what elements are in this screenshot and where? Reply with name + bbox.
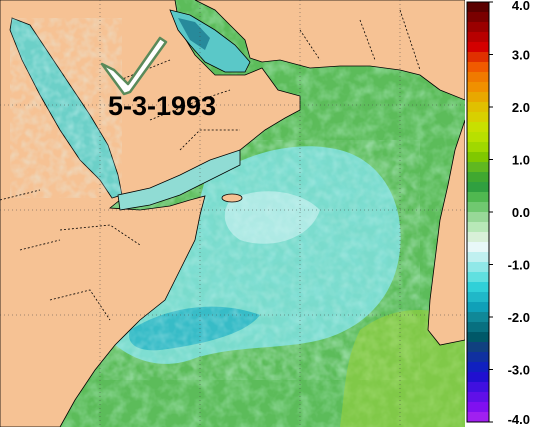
colorbar-swatch <box>467 312 489 323</box>
colorbar-swatch <box>467 302 489 313</box>
colorbar-swatch <box>467 242 489 253</box>
colorbar-swatch <box>467 362 489 373</box>
colorbar-swatch <box>467 212 489 223</box>
colorbar-tick-label: -2.0 <box>508 310 530 325</box>
colorbar-tick-label: -3.0 <box>508 363 530 378</box>
colorbar-swatch <box>467 142 489 153</box>
colorbar-swatch <box>467 292 489 303</box>
colorbar-tick-label: 1.0 <box>512 153 530 168</box>
colorbar-swatch <box>467 172 489 183</box>
colorbar-tick-label: 2.0 <box>512 100 530 115</box>
colorbar-swatch <box>467 372 489 383</box>
colorbar-swatch <box>467 162 489 173</box>
colorbar-swatch <box>467 262 489 273</box>
colorbar-swatch <box>467 72 489 83</box>
colorbar-swatch <box>467 182 489 193</box>
colorbar-swatch <box>467 152 489 163</box>
colorbar-ticks: 4.0 3.0 2.0 1.0 0.0 -1.0 -2.0 -3.0 -4.0 <box>489 0 530 427</box>
colorbar-swatch <box>467 322 489 333</box>
date-label: 5-3-1993 <box>108 91 216 121</box>
checkmark-icon <box>100 36 168 96</box>
map-grid <box>0 0 465 427</box>
colorbar-swatch <box>467 272 489 283</box>
gulf-of-aden <box>117 149 241 211</box>
colorbar-swatch <box>467 32 489 43</box>
colorbar-swatch <box>467 202 489 213</box>
colorbar-swatch <box>467 12 489 23</box>
colorbar-swatch <box>467 112 489 123</box>
colorbar-swatch <box>467 122 489 133</box>
colorbar-swatch <box>467 102 489 113</box>
gulf-deep-patch <box>178 18 210 50</box>
colorbar-swatch <box>467 222 489 233</box>
colorbar-swatch <box>467 82 489 93</box>
colorbar-tick-label: 0.0 <box>512 205 530 220</box>
colorbar-swatch <box>467 382 489 393</box>
colorbar-swatch <box>467 352 489 363</box>
colorbar: 4.0 3.0 2.0 1.0 0.0 -1.0 -2.0 -3.0 -4.0 <box>466 0 530 427</box>
colorbar-swatch <box>467 132 489 143</box>
colorbar-swatch <box>467 2 489 13</box>
colorbar-tick-label: -4.0 <box>508 412 530 427</box>
colorbar-swatch <box>467 282 489 293</box>
colorbar-swatch <box>467 342 489 353</box>
socotra-island <box>221 193 243 203</box>
colorbar-swatch <box>467 42 489 53</box>
colorbar-tick-label: 4.0 <box>512 0 530 13</box>
colorbar-tick-label: -1.0 <box>508 258 530 273</box>
warm-anomaly-region <box>340 310 465 427</box>
colorbar-swatch <box>467 62 489 73</box>
colorbar-tick-label: 3.0 <box>512 48 530 63</box>
sea-surface-map: 5-3-1993 <box>0 0 465 427</box>
colorbar-swatch <box>467 92 489 103</box>
colorbar-swatch <box>467 232 489 243</box>
colorbar-swatch <box>467 402 489 413</box>
colorbar-swatch <box>467 252 489 263</box>
colorbar-swatch <box>467 392 489 403</box>
colorbar-swatch <box>467 22 489 33</box>
colorbar-swatch <box>467 332 489 343</box>
colorbar-swatches <box>467 2 489 423</box>
colorbar-swatch <box>467 52 489 63</box>
colorbar-swatch <box>467 412 489 423</box>
red-sea-texture <box>10 18 122 198</box>
colorbar-swatch <box>467 192 489 203</box>
